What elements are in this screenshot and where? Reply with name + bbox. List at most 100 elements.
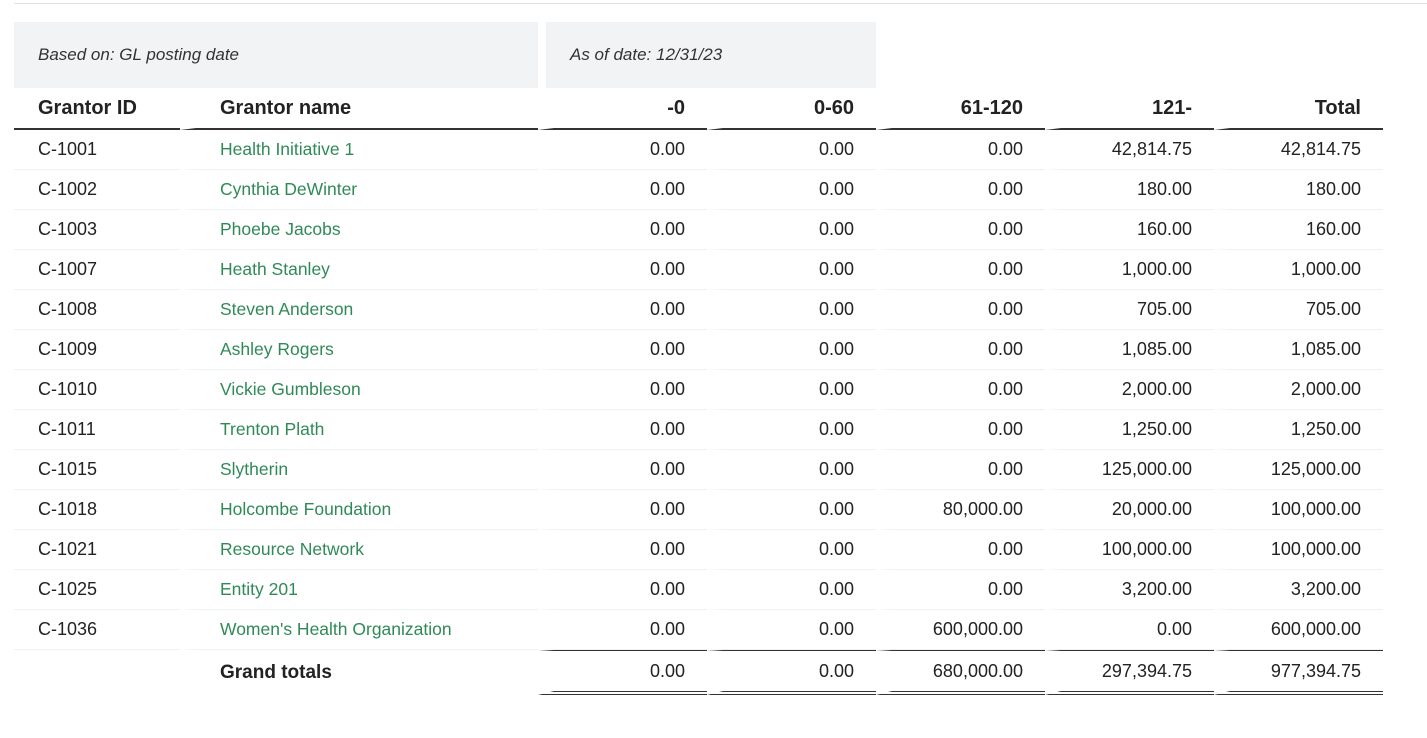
grantor-name-link[interactable]: Heath Stanley [180, 250, 538, 290]
col-header-grantor-name[interactable]: Grantor name [180, 88, 538, 130]
amount-minus0-cell: 0.00 [538, 530, 707, 570]
table-row: C-1021 Resource Network 0.00 0.00 0.00 100,00… [14, 530, 1383, 570]
amount-121-cell: 1,250.00 [1045, 410, 1214, 450]
col-header-0-60[interactable]: 0-60 [707, 88, 876, 130]
amount-total-cell: 2,000.00 [1214, 370, 1383, 410]
grantor-id-cell: C-1003 [14, 210, 180, 250]
amount-61-120-cell: 0.00 [876, 210, 1045, 250]
table-row: C-1011 Trenton Plath 0.00 0.00 0.00 1,250.00 1… [14, 410, 1383, 450]
grantor-name-link[interactable]: Health Initiative 1 [180, 130, 538, 170]
grantor-name-link[interactable]: Phoebe Jacobs [180, 210, 538, 250]
grantor-name-link[interactable]: Cynthia DeWinter [180, 170, 538, 210]
amount-0-60-cell: 0.00 [707, 570, 876, 610]
amount-total-cell: 160.00 [1214, 210, 1383, 250]
amount-121-cell: 1,085.00 [1045, 330, 1214, 370]
amount-121-cell: 42,814.75 [1045, 130, 1214, 170]
table-row: C-1009 Ashley Rogers 0.00 0.00 0.00 1,085.00 1… [14, 330, 1383, 370]
amount-121-cell: 2,000.00 [1045, 370, 1214, 410]
grantor-id-cell: C-1025 [14, 570, 180, 610]
grantor-id-cell: C-1007 [14, 250, 180, 290]
amount-total-cell: 1,085.00 [1214, 330, 1383, 370]
grand-totals-label: Grand totals [180, 650, 538, 695]
report-rows: C-1001 Health Initiative 1 0.00 0.00 0.00 42,… [14, 130, 1383, 650]
amount-minus0-cell: 0.00 [538, 330, 707, 370]
amount-121-cell: 1,000.00 [1045, 250, 1214, 290]
amount-minus0-cell: 0.00 [538, 290, 707, 330]
amount-61-120-cell: 80,000.00 [876, 490, 1045, 530]
grantor-name-link[interactable]: Holcombe Foundation [180, 490, 538, 530]
grand-total-121: 297,394.75 [1045, 650, 1214, 695]
amount-121-cell: 160.00 [1045, 210, 1214, 250]
amount-minus0-cell: 0.00 [538, 410, 707, 450]
amount-121-cell: 20,000.00 [1045, 490, 1214, 530]
amount-121-cell: 3,200.00 [1045, 570, 1214, 610]
amount-minus0-cell: 0.00 [538, 170, 707, 210]
table-row: C-1015 Slytherin 0.00 0.00 0.00 125,000.00 125… [14, 450, 1383, 490]
grantor-name-link[interactable]: Ashley Rogers [180, 330, 538, 370]
amount-0-60-cell: 0.00 [707, 610, 876, 650]
amount-121-cell: 125,000.00 [1045, 450, 1214, 490]
col-header-121[interactable]: 121- [1045, 88, 1214, 130]
table-row: C-1036 Women's Health Organization 0.00 0.0… [14, 610, 1383, 650]
table-row: C-1018 Holcombe Foundation 0.00 0.00 80,000.… [14, 490, 1383, 530]
amount-121-cell: 180.00 [1045, 170, 1214, 210]
amount-0-60-cell: 0.00 [707, 170, 876, 210]
amount-total-cell: 125,000.00 [1214, 450, 1383, 490]
amount-minus0-cell: 0.00 [538, 250, 707, 290]
grantor-id-cell: C-1009 [14, 330, 180, 370]
grantor-id-cell: C-1002 [14, 170, 180, 210]
amount-total-cell: 705.00 [1214, 290, 1383, 330]
amount-total-cell: 600,000.00 [1214, 610, 1383, 650]
as-of-date-label: As of date: 12/31/23 [538, 22, 876, 88]
col-header-grantor-id[interactable]: Grantor ID [14, 88, 180, 130]
amount-0-60-cell: 0.00 [707, 290, 876, 330]
amount-minus0-cell: 0.00 [538, 210, 707, 250]
col-header-61-120[interactable]: 61-120 [876, 88, 1045, 130]
table-row: C-1010 Vickie Gumbleson 0.00 0.00 0.00 2,000.… [14, 370, 1383, 410]
amount-total-cell: 180.00 [1214, 170, 1383, 210]
grantor-name-link[interactable]: Vickie Gumbleson [180, 370, 538, 410]
amount-0-60-cell: 0.00 [707, 450, 876, 490]
amount-121-cell: 100,000.00 [1045, 530, 1214, 570]
amount-total-cell: 1,000.00 [1214, 250, 1383, 290]
grantor-id-cell: C-1021 [14, 530, 180, 570]
table-row: C-1008 Steven Anderson 0.00 0.00 0.00 705.00 7… [14, 290, 1383, 330]
report-parameters-row: Based on: GL posting date As of date: 12… [14, 22, 1383, 88]
grantor-id-cell: C-1008 [14, 290, 180, 330]
col-header-total[interactable]: Total [1214, 88, 1383, 130]
amount-121-cell: 0.00 [1045, 610, 1214, 650]
table-row: C-1003 Phoebe Jacobs 0.00 0.00 0.00 160.00 160… [14, 210, 1383, 250]
grantor-name-link[interactable]: Resource Network [180, 530, 538, 570]
report-table: Based on: GL posting date As of date: 12… [14, 22, 1383, 695]
amount-total-cell: 42,814.75 [1214, 130, 1383, 170]
amount-61-120-cell: 0.00 [876, 570, 1045, 610]
grantor-name-link[interactable]: Women's Health Organization [180, 610, 538, 650]
grantor-name-link[interactable]: Steven Anderson [180, 290, 538, 330]
amount-61-120-cell: 0.00 [876, 530, 1045, 570]
amount-minus0-cell: 0.00 [538, 490, 707, 530]
info-spacer [876, 22, 1383, 88]
grantor-name-link[interactable]: Slytherin [180, 450, 538, 490]
grand-total-total: 977,394.75 [1214, 650, 1383, 695]
amount-61-120-cell: 0.00 [876, 410, 1045, 450]
amount-total-cell: 100,000.00 [1214, 530, 1383, 570]
amount-total-cell: 100,000.00 [1214, 490, 1383, 530]
amount-0-60-cell: 0.00 [707, 410, 876, 450]
amount-121-cell: 705.00 [1045, 290, 1214, 330]
amount-61-120-cell: 0.00 [876, 250, 1045, 290]
table-row: C-1002 Cynthia DeWinter 0.00 0.00 0.00 180.00… [14, 170, 1383, 210]
amount-61-120-cell: 0.00 [876, 330, 1045, 370]
grantor-name-link[interactable]: Entity 201 [180, 570, 538, 610]
amount-minus0-cell: 0.00 [538, 130, 707, 170]
top-divider [14, 3, 1427, 4]
amount-61-120-cell: 0.00 [876, 290, 1045, 330]
col-header-minus0[interactable]: -0 [538, 88, 707, 130]
column-header-row: Grantor ID Grantor name -0 0-60 61-120 1… [14, 88, 1383, 130]
amount-minus0-cell: 0.00 [538, 450, 707, 490]
grand-totals-spacer [14, 650, 180, 695]
grantor-name-link[interactable]: Trenton Plath [180, 410, 538, 450]
table-row: C-1025 Entity 201 0.00 0.00 0.00 3,200.00 3,20… [14, 570, 1383, 610]
amount-0-60-cell: 0.00 [707, 370, 876, 410]
aging-report: Based on: GL posting date As of date: 12… [14, 22, 1383, 695]
table-row: C-1001 Health Initiative 1 0.00 0.00 0.00 42,… [14, 130, 1383, 170]
